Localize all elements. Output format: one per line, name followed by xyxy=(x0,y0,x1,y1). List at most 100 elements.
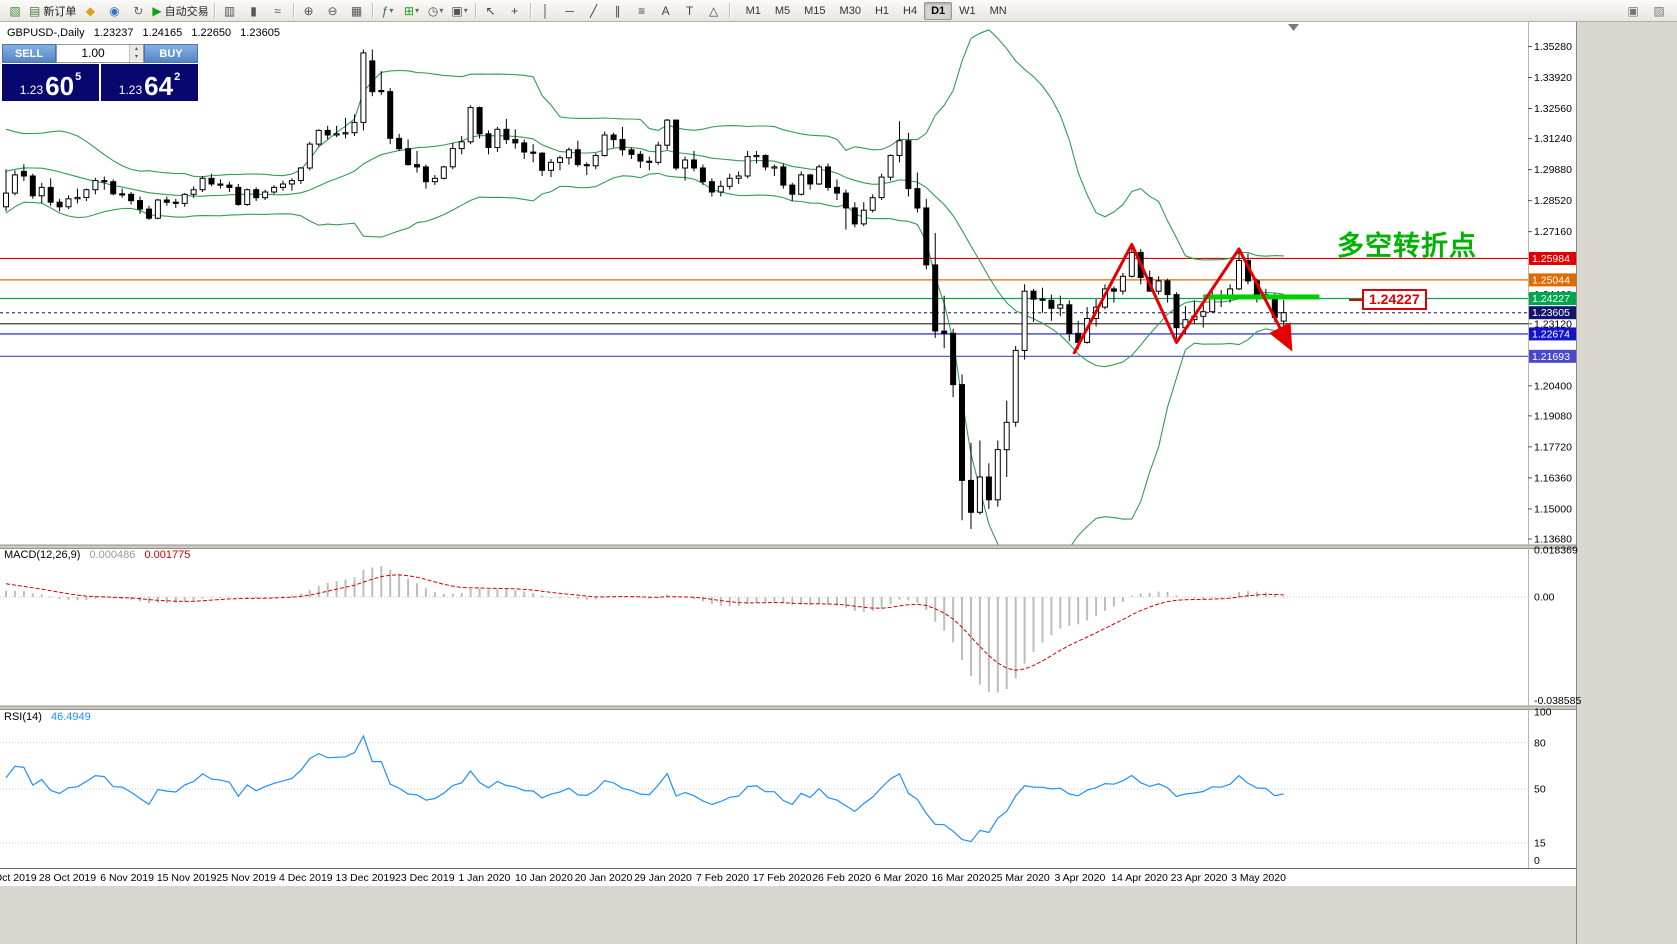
autotrading-button[interactable]: ▶ 自动交易 xyxy=(150,2,210,20)
tf-button-M15[interactable]: M15 xyxy=(804,4,826,17)
price-tag-annotation[interactable]: 1.24227 xyxy=(1349,289,1427,310)
channel-button[interactable]: ∥ xyxy=(606,2,630,20)
volume-down-button[interactable]: ▾ xyxy=(130,53,143,61)
add-indicator-icon: ⊞ xyxy=(404,3,415,18)
new-order-button[interactable]: ▤ 新订单 xyxy=(27,2,78,20)
tf-button-MN[interactable]: MN xyxy=(989,4,1007,17)
periods-icon: ◷ xyxy=(427,3,439,18)
macd-signal-value: 0.001775 xyxy=(144,549,191,561)
panel-splitter[interactable] xyxy=(0,545,1577,549)
templates-button[interactable]: ▣ ▾ xyxy=(448,2,472,20)
tf-button-H1[interactable]: H1 xyxy=(874,4,890,17)
date-label: 6 Nov 2019 xyxy=(100,872,154,884)
volume-spinner: ▴ ▾ xyxy=(129,45,143,62)
tf-button-W1[interactable]: W1 xyxy=(959,4,976,17)
chart-background xyxy=(0,22,1577,886)
horizontal-line-icon: ─ xyxy=(565,3,574,18)
text-button[interactable]: A xyxy=(654,2,678,20)
candlestick-icon: ▮ xyxy=(250,3,257,18)
arrange-windows-icon[interactable]: ▣ xyxy=(1621,2,1645,20)
candlestick-series xyxy=(3,49,1287,529)
label-icon: T xyxy=(685,3,694,18)
candlestick-button[interactable]: ▮ xyxy=(242,2,266,20)
main-chart-layer xyxy=(0,29,1528,545)
new-chart-button[interactable]: ▧ xyxy=(3,2,27,20)
cursor-icon: ↖ xyxy=(485,3,496,18)
fibonacci-button[interactable]: ≡ xyxy=(630,2,654,20)
turning-point-annotation[interactable]: 多空转折点 xyxy=(1337,231,1477,261)
sell-price-display[interactable]: 1.23 60 5 xyxy=(2,64,99,101)
price-tick-label: 1.13680 xyxy=(1534,534,1572,546)
label-button[interactable]: T xyxy=(678,2,702,20)
buy-button[interactable]: BUY xyxy=(144,44,198,63)
price-tick-label: 1.28520 xyxy=(1534,195,1572,207)
trendline-button[interactable]: ╱ xyxy=(582,2,606,20)
rsi-axis-label: 0 xyxy=(1534,855,1540,867)
price-tick-label: 1.23120 xyxy=(1534,318,1572,330)
zoom-out-button[interactable]: ⊖ xyxy=(321,2,345,20)
date-label: 14 Apr 2020 xyxy=(1111,872,1168,884)
channel-icon: ∥ xyxy=(614,3,621,18)
price-tick-label: 1.27160 xyxy=(1534,226,1572,238)
price-badge-label: 1.21693 xyxy=(1532,351,1570,363)
buy-price-display[interactable]: 1.23 64 2 xyxy=(101,64,198,101)
bottom-margin xyxy=(0,886,1577,944)
bar-chart-button[interactable]: ▥ xyxy=(218,2,242,20)
ohlc-high: 1.24165 xyxy=(142,27,183,39)
shapes-button[interactable]: △ xyxy=(702,2,726,20)
sell-button[interactable]: SELL xyxy=(2,44,56,63)
tf-button-M30[interactable]: M30 xyxy=(839,4,861,17)
buy-price-sup: 2 xyxy=(174,71,181,83)
price-tick-label: 1.35280 xyxy=(1534,41,1572,53)
timeframe-group: M1 M5 M15 M30 H1 H4 D1 W1 MN xyxy=(739,1,1014,20)
price-badge xyxy=(1529,251,1576,265)
help-icon[interactable]: ▨ xyxy=(1647,2,1671,20)
tf-button-H4[interactable]: H4 xyxy=(903,4,918,17)
horizontal-line-button[interactable]: ─ xyxy=(558,2,582,20)
toolbar-separator xyxy=(292,3,294,18)
date-label: 7 Feb 2020 xyxy=(696,872,749,884)
indicators-button[interactable]: ƒ ▾ xyxy=(376,2,400,20)
fibonacci-icon: ≡ xyxy=(638,3,646,18)
date-label: 25 Nov 2019 xyxy=(216,872,276,884)
panel-splitter[interactable] xyxy=(0,706,1577,710)
indicators-icon: ƒ xyxy=(381,3,389,18)
volume-input[interactable]: 1.00 xyxy=(81,46,105,60)
periods-button[interactable]: ◷ ▾ xyxy=(424,2,448,20)
refresh-icon[interactable]: ↻ xyxy=(126,2,150,20)
zigzag-drawing[interactable] xyxy=(1072,242,1293,355)
price-tick-label: 1.20400 xyxy=(1534,380,1572,392)
date-label: 1 Jan 2020 xyxy=(458,872,510,884)
support-zone-bar[interactable] xyxy=(1203,294,1320,300)
toolbar-separator xyxy=(213,3,215,18)
chevron-down-icon: ▾ xyxy=(463,6,468,15)
market-watch-icon: ◉ xyxy=(109,3,120,18)
date-label: 28 Oct 2019 xyxy=(39,872,96,884)
workspace-background xyxy=(1577,22,1677,944)
macd-signal-line xyxy=(5,574,1284,671)
date-label: 20 Jan 2020 xyxy=(575,872,633,884)
line-chart-button[interactable]: ≈ xyxy=(266,2,290,20)
buy-price-big: 64 xyxy=(144,71,174,101)
price-badge-label: 1.24227 xyxy=(1532,293,1570,305)
toolbar-separator xyxy=(728,3,730,18)
market-watch-icon[interactable]: ◉ xyxy=(102,2,126,20)
price-tick-label: 1.33920 xyxy=(1534,72,1572,84)
crosshair-button[interactable]: + xyxy=(503,2,527,20)
grid-button[interactable]: ▦ xyxy=(345,2,369,20)
tf-button-D1[interactable]: D1 xyxy=(924,1,953,20)
tf-button-M5[interactable]: M5 xyxy=(774,4,791,17)
cursor-button[interactable]: ↖ xyxy=(479,2,503,20)
volume-up-button[interactable]: ▴ xyxy=(130,45,143,53)
tf-button-M1[interactable]: M1 xyxy=(745,4,761,17)
toolbar-separator xyxy=(371,3,373,18)
zoom-in-button[interactable]: ⊕ xyxy=(297,2,321,20)
add-indicator-button[interactable]: ⊞ ▾ xyxy=(400,2,424,20)
macd-axis-label: 0.00 xyxy=(1534,592,1555,604)
help-icon: ▨ xyxy=(1653,3,1665,18)
vertical-line-button[interactable]: │ xyxy=(534,2,558,20)
volume-field[interactable]: 1.00 ▴ ▾ xyxy=(56,44,144,63)
mql5-icon[interactable]: ◆ xyxy=(78,2,102,20)
trendline-icon: ╱ xyxy=(589,3,598,18)
